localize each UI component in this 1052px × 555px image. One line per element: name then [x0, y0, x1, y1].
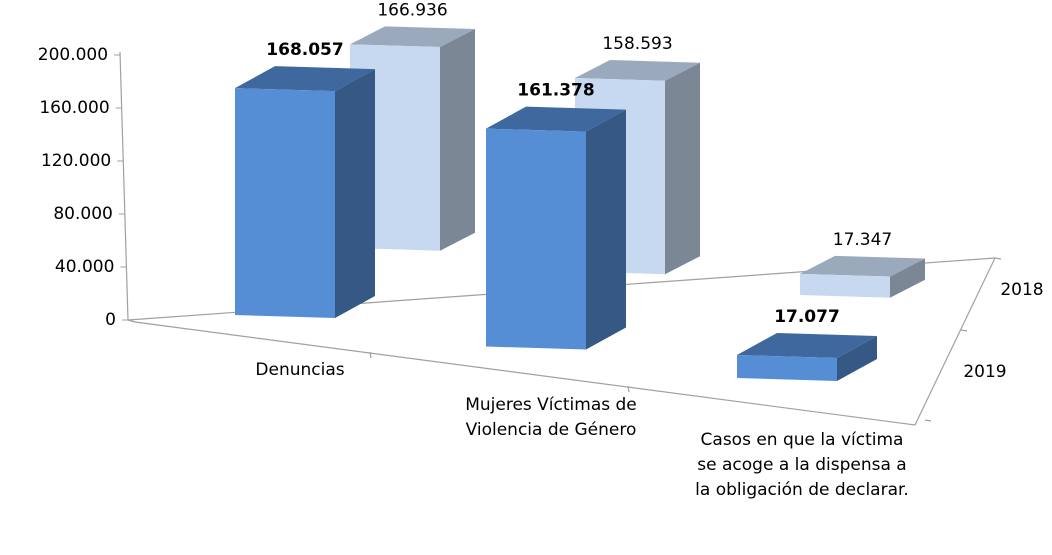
y-tick-label: 160.000: [39, 98, 109, 118]
y-tick-label: 0: [105, 310, 116, 330]
bar: [800, 273, 890, 298]
bar-side: [440, 29, 475, 251]
bar-top: [737, 332, 877, 358]
x-tick-label: Casos en que la víctima se acoge a la dis…: [695, 430, 909, 500]
bar-side: [890, 258, 925, 298]
depth-axis-label: 2018: [1000, 280, 1043, 300]
data-label: 17.347: [833, 230, 892, 250]
bar-side: [665, 62, 700, 275]
floor-front-edge: [134, 257, 996, 426]
x-tick-label: Mujeres Víctimas de Violencia de Género: [465, 395, 637, 440]
data-label: 17.077: [774, 307, 840, 327]
bar-top: [235, 66, 375, 92]
data-label: 166.936: [377, 0, 447, 20]
y-tick-label: 80.000: [53, 204, 112, 224]
x-tick-label: Denuncias: [255, 360, 344, 380]
axis-ticks: [369, 257, 1002, 422]
bar: [486, 128, 586, 350]
y-tick-label: 120.000: [41, 151, 111, 171]
y-tick-label: 40.000: [55, 257, 114, 277]
bar-side: [837, 335, 877, 381]
bar-top: [575, 60, 700, 81]
bar: [737, 354, 837, 381]
data-label: 158.593: [602, 34, 672, 54]
data-label: 161.378: [517, 81, 594, 101]
bar-top: [350, 26, 475, 48]
depth-axis-label: 2019: [963, 362, 1006, 382]
data-label: 168.057: [266, 40, 343, 60]
bar: [235, 88, 335, 318]
y-axis-line: [119, 51, 136, 323]
bar-top: [486, 106, 626, 132]
bar-top: [800, 255, 925, 277]
y-tick-label: 200.000: [38, 45, 108, 65]
bar-side: [335, 69, 375, 318]
bar-side: [586, 109, 626, 350]
